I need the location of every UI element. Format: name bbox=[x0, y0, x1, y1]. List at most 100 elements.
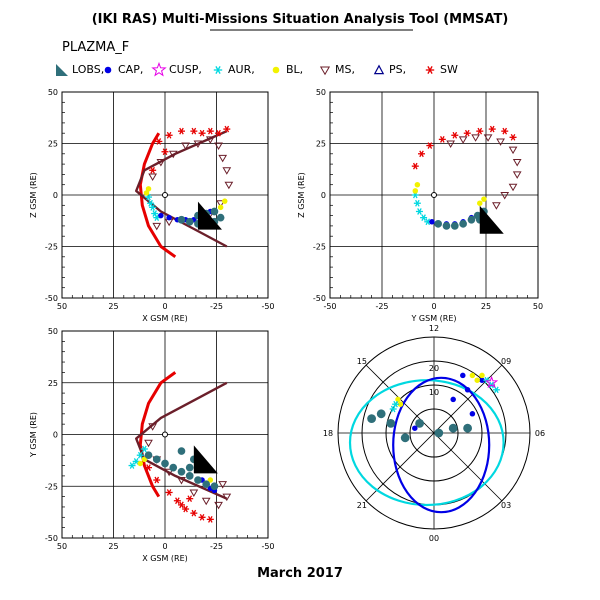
sw-point bbox=[501, 127, 509, 135]
bl-point bbox=[137, 460, 144, 467]
lobs-point bbox=[210, 482, 219, 491]
legend-marker-lobs-icon bbox=[56, 64, 68, 76]
lobs-point bbox=[210, 207, 219, 216]
y-tick-label: 0 bbox=[321, 191, 326, 200]
legend: LOBS, CAP, CUSP, AUR, BL, MS, PS, SW bbox=[56, 61, 458, 77]
ms-point bbox=[512, 159, 522, 167]
ms-point bbox=[148, 173, 158, 181]
lobs-point bbox=[463, 423, 472, 433]
y-tick-label: -50 bbox=[45, 294, 58, 303]
panel-yz: -50 -25 0 25 50 -50 -25 0 25 50 Y GSM (RE) Z GSM (R… bbox=[297, 88, 543, 323]
lobs-point bbox=[185, 463, 194, 472]
aur-point bbox=[492, 386, 500, 394]
lobs-point bbox=[400, 433, 410, 443]
aur-point bbox=[389, 405, 397, 413]
sw-point bbox=[145, 464, 153, 471]
ms-point bbox=[446, 140, 456, 148]
ms-point bbox=[201, 497, 211, 506]
ms-point bbox=[144, 439, 153, 448]
legend-marker-cusp-icon bbox=[151, 61, 167, 77]
x-tick-label: 0 bbox=[431, 302, 436, 311]
x-tick-label: -25 bbox=[210, 302, 223, 311]
x-tick-label: 0 bbox=[162, 302, 167, 311]
lobs-point bbox=[194, 476, 202, 484]
ms-point bbox=[500, 192, 510, 200]
x-axis-title: Y GSM (RE) bbox=[410, 314, 456, 323]
sw-point bbox=[153, 476, 161, 484]
bl-point bbox=[414, 181, 421, 188]
cap-point bbox=[464, 387, 471, 393]
y-axis-title: Y GSM (RE) bbox=[29, 412, 38, 458]
radial-label: 20 bbox=[429, 364, 439, 373]
sw-point bbox=[165, 131, 173, 139]
y-tick-label: 50 bbox=[48, 327, 58, 336]
aur-point bbox=[136, 451, 144, 459]
ms-point bbox=[492, 202, 501, 210]
bl-point bbox=[474, 377, 480, 383]
cap-point bbox=[469, 411, 476, 417]
y-tick-label: -25 bbox=[45, 482, 58, 491]
ms-point bbox=[222, 167, 232, 175]
bl-point bbox=[412, 188, 419, 194]
ms-point bbox=[496, 138, 505, 146]
lobs-point bbox=[459, 219, 467, 228]
lobs-point bbox=[415, 419, 424, 428]
sw-point bbox=[206, 127, 214, 135]
ms-point bbox=[152, 222, 162, 231]
sw-point bbox=[198, 513, 206, 521]
polar-spoke bbox=[365, 364, 503, 502]
lobs-point bbox=[376, 409, 386, 419]
mlt-label: 18 bbox=[323, 429, 333, 438]
sw-point bbox=[155, 138, 163, 145]
legend-marker-sw-icon bbox=[425, 66, 435, 74]
sw-point bbox=[182, 505, 190, 513]
legend-marker-cap-icon bbox=[104, 66, 112, 74]
x-axis-title: X GSM (RE) bbox=[142, 314, 188, 323]
aur-point bbox=[149, 204, 157, 211]
ms-point bbox=[508, 183, 518, 192]
bl-point bbox=[207, 477, 214, 483]
y-axis-title: Z GSM (RE) bbox=[297, 172, 306, 218]
lobs-point bbox=[144, 451, 153, 460]
lobs-point bbox=[177, 215, 186, 224]
lobs-point bbox=[216, 213, 225, 222]
lobs-point bbox=[386, 419, 396, 428]
cap-point bbox=[479, 377, 485, 383]
ms-point bbox=[222, 493, 232, 502]
ms-point bbox=[148, 423, 158, 431]
y-tick-label: 50 bbox=[316, 88, 326, 97]
ms-point bbox=[177, 477, 186, 485]
mlt-label: 12 bbox=[429, 324, 439, 333]
sw-point bbox=[509, 133, 517, 141]
sw-point bbox=[198, 129, 206, 137]
sw-point bbox=[488, 125, 496, 133]
lobs-point bbox=[177, 467, 186, 476]
lobs-point bbox=[177, 447, 186, 455]
lobs-point bbox=[434, 428, 444, 438]
lobs-point bbox=[448, 423, 458, 433]
legend-marker-ms-icon bbox=[319, 66, 331, 76]
lobs-point bbox=[202, 480, 211, 489]
mlt-label: 15 bbox=[357, 357, 367, 366]
lobs-point bbox=[367, 414, 376, 423]
ms-point bbox=[512, 171, 522, 179]
bl-point bbox=[141, 456, 148, 463]
date-label: March 2017 bbox=[257, 566, 343, 581]
y-tick-label: 50 bbox=[48, 88, 58, 97]
ms-point bbox=[471, 134, 480, 142]
sw-point bbox=[418, 150, 426, 158]
legend-label: AUR, bbox=[228, 63, 255, 76]
lobs-point bbox=[442, 222, 451, 230]
y-tick-label: 0 bbox=[53, 191, 58, 200]
sw-point bbox=[426, 142, 434, 149]
earth-icon bbox=[162, 192, 168, 198]
legend-label: CAP, bbox=[118, 63, 143, 76]
ms-point bbox=[508, 146, 518, 155]
x-axis-title: X GSM (RE) bbox=[142, 554, 188, 563]
mlt-label: 03 bbox=[501, 501, 511, 510]
ms-point bbox=[224, 181, 234, 190]
sw-point bbox=[161, 148, 169, 156]
spacecraft-position-icon bbox=[197, 201, 222, 230]
lobs-point bbox=[185, 217, 194, 226]
